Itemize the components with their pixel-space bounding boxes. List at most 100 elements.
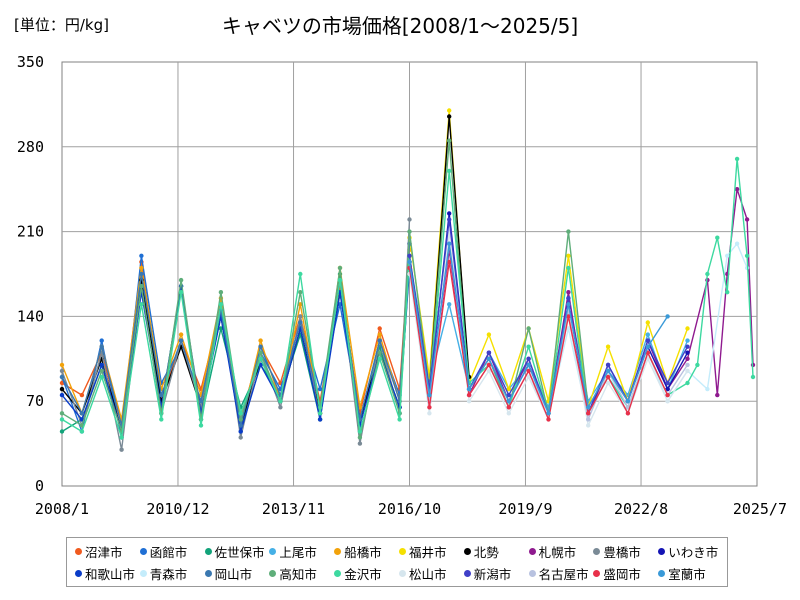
legend-marker <box>139 547 147 555</box>
data-point <box>258 338 263 343</box>
data-point <box>317 411 323 416</box>
data-point <box>486 362 492 368</box>
data-point <box>198 423 204 428</box>
x-tick-label: 2013/11 <box>262 500 325 518</box>
legend-marker <box>139 569 147 577</box>
data-point <box>546 411 551 416</box>
data-point <box>258 350 263 355</box>
legend: 沼津市 函館市 佐世保市 上尾市 船橋市 福井市 北勢 札幌市 豊橋市 いわき市 和歌山市 青森市 岡山… <box>66 537 728 587</box>
data-point <box>139 271 144 277</box>
data-point <box>198 399 204 404</box>
data-point <box>238 411 243 416</box>
data-point <box>59 374 65 380</box>
data-point <box>59 417 65 422</box>
data-point <box>447 217 452 222</box>
y-axis-ticks: 0 70 140 210 280 350 <box>17 53 44 495</box>
data-point <box>466 392 472 398</box>
data-point <box>298 302 303 307</box>
data-point <box>407 253 412 258</box>
data-point <box>566 265 571 271</box>
data-point <box>506 399 511 404</box>
data-point <box>317 417 323 422</box>
legend-label: いわき市 <box>668 544 719 560</box>
data-point <box>218 290 224 295</box>
data-point <box>605 380 611 386</box>
data-point <box>278 405 283 410</box>
data-point <box>645 320 650 325</box>
data-point <box>139 265 144 271</box>
legend-label: 船橋市 <box>344 544 382 560</box>
data-point <box>159 392 164 398</box>
data-point <box>218 326 224 331</box>
data-point <box>566 229 571 234</box>
legend-item: 高知市 <box>269 562 334 584</box>
data-point <box>466 386 472 392</box>
data-point <box>59 411 65 416</box>
data-point <box>586 423 591 428</box>
data-point <box>506 386 511 392</box>
data-point <box>447 302 452 307</box>
data-point <box>447 241 452 246</box>
legend-marker <box>463 547 471 555</box>
data-point <box>447 114 452 119</box>
data-point <box>99 368 104 374</box>
legend-marker <box>334 547 342 555</box>
series-layer <box>59 108 756 452</box>
y-tick-label: 70 <box>26 392 44 410</box>
y-tick-label: 280 <box>17 138 44 156</box>
x-tick-label: 2016/10 <box>378 500 441 518</box>
x-tick-label: 2025/7 <box>733 500 787 518</box>
series-line <box>408 242 669 414</box>
data-point <box>685 326 690 331</box>
data-point <box>377 332 382 337</box>
data-point <box>59 362 65 368</box>
data-point <box>725 253 730 258</box>
data-point <box>715 235 720 240</box>
legend-label: 札幌市 <box>538 544 577 560</box>
data-point <box>447 211 452 216</box>
data-point <box>178 332 184 337</box>
unit-label: [単位：円/kg] <box>14 16 109 34</box>
data-point <box>466 399 472 404</box>
y-tick-label: 140 <box>17 307 44 325</box>
data-point <box>59 386 65 392</box>
data-point <box>566 253 571 258</box>
x-tick-label: 2010/12 <box>146 500 209 518</box>
data-point <box>357 435 363 440</box>
data-point <box>625 399 631 404</box>
data-point <box>119 447 124 452</box>
data-point <box>59 429 65 434</box>
data-point <box>546 417 551 422</box>
data-point <box>447 259 452 265</box>
data-point <box>665 314 670 319</box>
data-point <box>377 338 382 343</box>
data-point <box>605 368 611 374</box>
data-point <box>685 338 690 343</box>
legend-marker <box>593 569 601 577</box>
legend-item: 和歌山市 <box>75 562 140 584</box>
legend-item: 札幌市 <box>528 540 594 562</box>
data-point <box>605 362 611 368</box>
data-point <box>377 350 382 355</box>
legend-item: 沼津市 <box>75 540 140 562</box>
data-point <box>605 374 611 380</box>
data-point <box>566 302 571 307</box>
data-point <box>665 399 670 404</box>
legend-marker <box>75 547 82 555</box>
data-point <box>298 290 303 295</box>
data-point <box>427 392 432 398</box>
data-point <box>178 290 184 295</box>
legend-item: 福井市 <box>399 540 464 562</box>
data-point <box>645 332 650 337</box>
data-point <box>744 217 750 222</box>
legend-label: 沼津市 <box>85 544 123 560</box>
legend-label: 豊橋市 <box>603 544 641 560</box>
data-point <box>178 277 184 283</box>
data-point <box>566 296 571 301</box>
data-point <box>139 253 144 258</box>
data-point <box>59 392 65 398</box>
legend-label: 福井市 <box>409 544 447 560</box>
data-point <box>734 187 740 192</box>
legend-item: 名古屋市 <box>528 562 594 584</box>
data-point <box>427 411 432 416</box>
